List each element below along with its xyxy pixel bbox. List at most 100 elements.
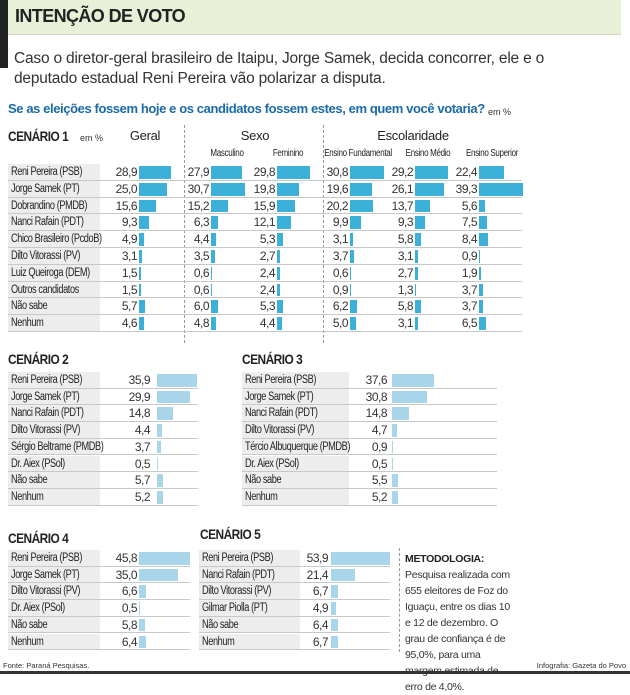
header-band bbox=[0, 0, 621, 35]
bottom-rule bbox=[0, 671, 630, 674]
table-row: Nenhum 5,2 bbox=[8, 488, 198, 506]
value-label: 0,9 bbox=[371, 439, 388, 454]
data-bar bbox=[392, 440, 394, 454]
value-label: 3,1 bbox=[121, 249, 138, 263]
value-label: 15,2 bbox=[187, 198, 210, 213]
row-label-text: Chico Brasileiro (PcdoB) bbox=[11, 233, 102, 246]
value-label: 0,5 bbox=[371, 456, 388, 471]
data-bar bbox=[479, 216, 488, 230]
value-label: 3,7 bbox=[461, 282, 478, 297]
data-bar bbox=[211, 216, 219, 230]
value-label: 5,7 bbox=[134, 473, 151, 488]
scenario-1-title: CENÁRIO 1 bbox=[8, 128, 69, 144]
value-label: 30,8 bbox=[326, 165, 349, 179]
row-label-text: Não sabe bbox=[11, 618, 48, 631]
value-label: 6,7 bbox=[312, 584, 329, 599]
data-bar bbox=[211, 300, 218, 314]
value-label: 4,8 bbox=[193, 316, 210, 331]
data-bar bbox=[350, 182, 372, 196]
data-bar bbox=[331, 552, 391, 565]
data-bar bbox=[479, 250, 480, 263]
table-row: Dr. Aiex (PSol) 0,5 bbox=[8, 455, 198, 473]
data-bar bbox=[157, 424, 162, 437]
table-row: Não sabe 5,7 6,0 5,3 6,2 5,8 3,7 bbox=[8, 298, 522, 316]
data-bar bbox=[479, 266, 482, 280]
table-row: Reni Pereira (PSB) 35,9 bbox=[8, 372, 198, 389]
value-label: 5,8 bbox=[397, 232, 414, 247]
data-bar bbox=[211, 233, 216, 246]
row-label-text: Não sabe bbox=[245, 474, 282, 487]
data-bar bbox=[139, 618, 146, 632]
data-bar bbox=[350, 266, 351, 280]
scenario-3-title: CENÁRIO 3 bbox=[242, 351, 303, 367]
value-label: 5,5 bbox=[371, 473, 388, 488]
row-label-text: Jorge Samek (PT) bbox=[245, 390, 314, 403]
value-label: 3,7 bbox=[461, 299, 478, 314]
table-row: Não sabe 5,7 bbox=[8, 472, 198, 489]
row-label: Nenhum bbox=[8, 488, 100, 505]
data-bar bbox=[277, 250, 281, 263]
value-label: 4,4 bbox=[134, 423, 151, 438]
value-label: 7,5 bbox=[461, 215, 478, 230]
data-bar bbox=[139, 283, 141, 297]
row-label: Dilto Vitorassi (PV) bbox=[199, 583, 300, 600]
value-label: 27,9 bbox=[187, 165, 210, 179]
row-label-text: Dr. Aiex (PSol) bbox=[11, 457, 65, 470]
value-label: 26,1 bbox=[391, 181, 414, 196]
row-label-text: Jorge Samek (PT) bbox=[11, 390, 80, 403]
data-bar bbox=[415, 317, 419, 330]
value-label: 9,3 bbox=[397, 215, 414, 230]
data-bar bbox=[277, 166, 311, 179]
table-row: Reni Pereira (PSB) 53,9 bbox=[199, 550, 391, 567]
survey-question: Se as eleições fossem hoje e os candidat… bbox=[8, 101, 485, 116]
data-bar bbox=[479, 182, 524, 196]
value-label: 4,9 bbox=[312, 601, 329, 616]
row-label-text: Dilto Vitorassi (PV) bbox=[11, 585, 81, 598]
divider bbox=[399, 548, 400, 652]
row-label: Dilto Vitorassi (PV) bbox=[8, 422, 100, 438]
scenario-5-title: CENÁRIO 5 bbox=[200, 526, 261, 542]
data-bar bbox=[350, 317, 356, 330]
data-bar bbox=[157, 390, 191, 404]
row-label: Jorge Samek (PT) bbox=[8, 388, 100, 405]
data-bar bbox=[139, 568, 179, 582]
table-row: Outros candidatos 1,5 0,6 2,4 0,9 1,3 3,7 bbox=[8, 281, 522, 299]
row-label: Não sabe bbox=[199, 616, 300, 633]
value-label: 6,6 bbox=[121, 584, 138, 599]
value-label: 3,1 bbox=[397, 316, 414, 331]
data-bar bbox=[350, 216, 362, 230]
scenario-1-unit: em % bbox=[80, 133, 104, 143]
row-label: Não sabe bbox=[8, 298, 100, 315]
row-label-text: Luiz Queiroga (DEM) bbox=[11, 266, 90, 279]
value-label: 2,7 bbox=[397, 265, 414, 280]
row-label: Dilto Vitorassi (PV) bbox=[8, 248, 100, 264]
value-label: 5,2 bbox=[134, 489, 151, 504]
value-label: 3,7 bbox=[134, 439, 151, 454]
row-label-text: Dilto Vitorassi (PV) bbox=[11, 424, 81, 437]
value-label: 35,0 bbox=[115, 567, 138, 582]
row-label-text: Jorge Samek (PT) bbox=[11, 182, 80, 195]
row-label-text: Não sabe bbox=[11, 300, 48, 313]
data-bar bbox=[139, 585, 147, 599]
data-bar bbox=[415, 283, 417, 297]
value-label: 6,4 bbox=[312, 617, 329, 632]
value-label: 5,3 bbox=[259, 232, 276, 247]
data-bar bbox=[479, 317, 487, 330]
value-label: 6,4 bbox=[121, 634, 138, 649]
data-bar bbox=[277, 182, 300, 196]
row-label: Nanci Rafain (PDT) bbox=[199, 566, 300, 583]
value-label: 4,7 bbox=[371, 423, 388, 438]
table-row: Reni Pereira (PSB) 28,9 27,9 29,8 30,8 29,2 22… bbox=[8, 164, 522, 181]
data-bar bbox=[392, 457, 393, 471]
value-label: 21,4 bbox=[306, 567, 329, 582]
data-bar bbox=[392, 374, 435, 387]
col-ensino-medio: Ensino Médio bbox=[405, 148, 451, 159]
data-bar bbox=[350, 166, 385, 179]
value-label: 1,5 bbox=[121, 282, 138, 297]
table-row: Dr. Aiex (PSol) 0,5 bbox=[8, 600, 190, 617]
value-label: 0,6 bbox=[193, 282, 210, 297]
row-label: Nanci Rafain (PDT) bbox=[242, 405, 349, 422]
data-bar bbox=[157, 490, 163, 504]
table-row: Dilto Vitorassi (PV) 6,6 bbox=[8, 583, 190, 601]
row-label-text: Nanci Rafain (PDT) bbox=[245, 407, 318, 420]
